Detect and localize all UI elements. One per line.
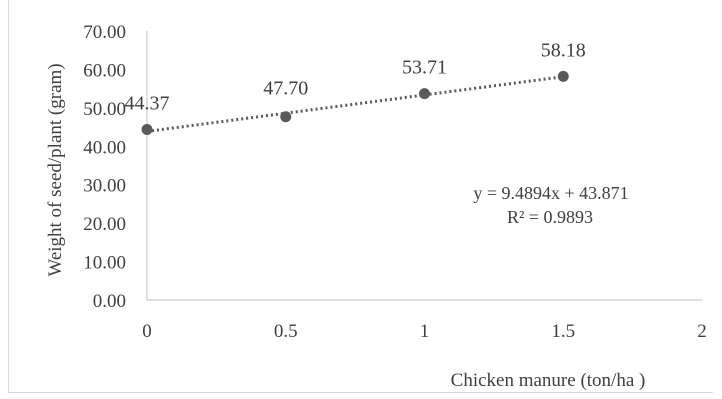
x-tick-label: 1	[420, 321, 430, 342]
tick-labels: 0.00 10.00 20.00 30.00 40.00 50.00 60.00 70.00 0…	[83, 22, 707, 342]
data-point	[141, 123, 153, 135]
x-tick-label: 2	[697, 321, 707, 342]
data-point	[557, 70, 569, 82]
data-labels: 44.37 47.70 53.71 58.18	[125, 39, 586, 114]
data-point	[419, 88, 430, 100]
y-tick-label: 70.00	[83, 22, 126, 43]
y-tick-label: 50.00	[83, 99, 126, 120]
y-tick-label: 40.00	[83, 137, 126, 158]
chart-frame	[8, 0, 713, 393]
y-tick-label: 60.00	[83, 60, 126, 81]
x-tick-label: 0	[142, 321, 152, 342]
data-value-label: 44.37	[125, 92, 170, 114]
data-point	[280, 111, 292, 123]
x-tick-label: 1.5	[551, 321, 575, 342]
y-tick-label: 0.00	[93, 291, 126, 312]
data-value-label: 53.71	[402, 57, 447, 79]
trendline-r-squared: R² = 0.9893	[507, 207, 593, 227]
data-value-label: 47.70	[263, 78, 308, 100]
x-axis-label: Chicken manure (ton/ha )	[451, 370, 646, 391]
y-axis-label: Weight of seed/plant (gram)	[45, 63, 66, 276]
data-points	[141, 70, 569, 135]
trendline-group	[146, 75, 564, 133]
x-tick-label: 0.5	[274, 321, 298, 342]
trendline-equation: y = 9.4894x + 43.871	[473, 183, 628, 203]
y-tick-label: 20.00	[83, 214, 126, 235]
y-tick-label: 10.00	[83, 253, 126, 274]
axes	[146, 31, 702, 301]
y-tick-label: 30.00	[83, 176, 126, 197]
trendline	[146, 75, 564, 133]
data-value-label: 58.18	[541, 39, 586, 61]
